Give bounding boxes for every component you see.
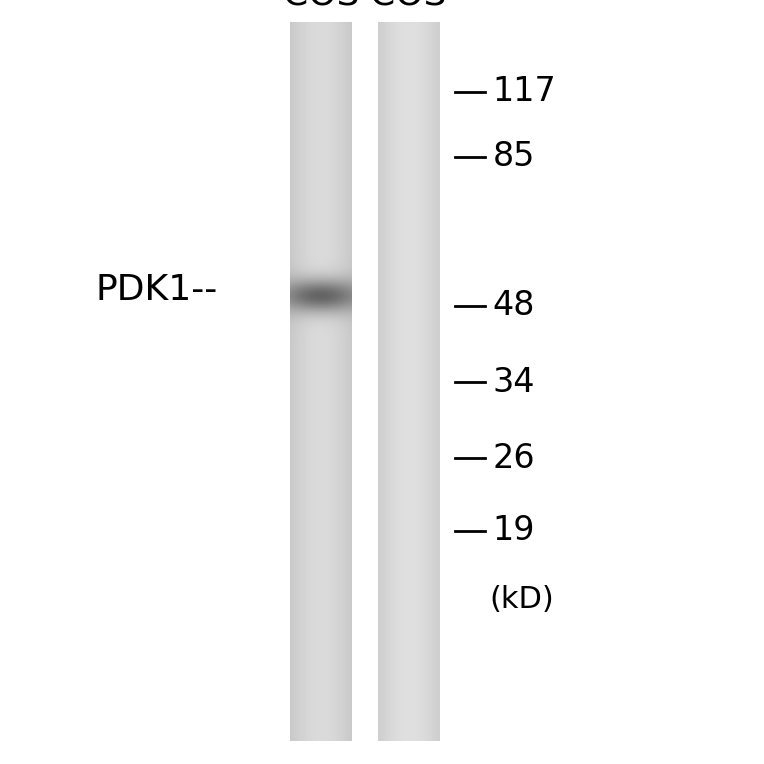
Text: (kD): (kD) bbox=[489, 585, 554, 614]
Text: COS: COS bbox=[283, 0, 359, 11]
Text: PDK1--: PDK1-- bbox=[96, 274, 218, 307]
Text: COS: COS bbox=[371, 0, 447, 11]
Text: 48: 48 bbox=[493, 289, 535, 322]
Text: 117: 117 bbox=[493, 75, 556, 108]
Text: 26: 26 bbox=[493, 442, 536, 475]
Text: 34: 34 bbox=[493, 365, 536, 399]
Text: 85: 85 bbox=[493, 140, 535, 173]
Text: 19: 19 bbox=[493, 514, 536, 548]
